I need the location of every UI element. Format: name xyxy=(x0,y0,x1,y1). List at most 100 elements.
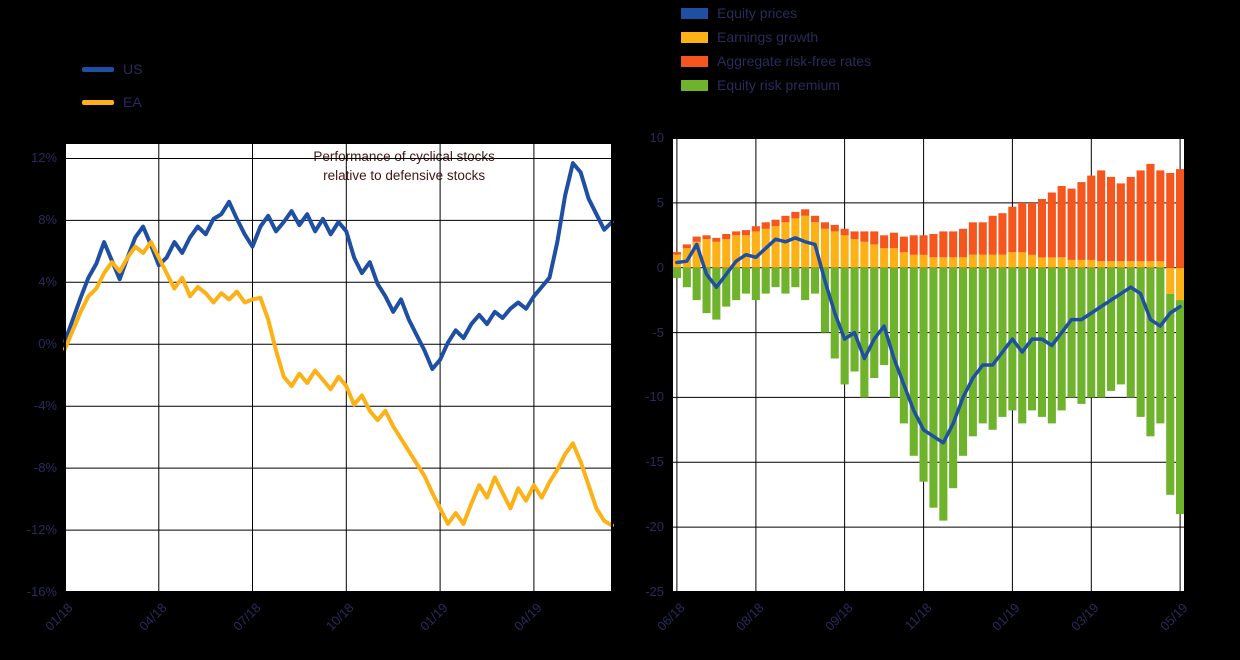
bar-segment xyxy=(1067,267,1076,398)
bar-segment xyxy=(811,267,820,294)
right-x-tick-label: 11/18 xyxy=(901,600,935,633)
bar-segment xyxy=(732,267,741,301)
bar-segment xyxy=(702,267,711,314)
bar-segment xyxy=(1077,182,1086,260)
series-line-us xyxy=(63,161,614,371)
bar-segment xyxy=(1126,267,1135,398)
legend-label-equity-prices: Equity prices xyxy=(717,5,798,21)
bar-segment xyxy=(870,231,879,245)
left-chart-canvas xyxy=(59,142,614,598)
left-y-tick-label: 0% xyxy=(38,336,57,352)
right-y-tick-label: 10 xyxy=(649,130,664,145)
bar-segment xyxy=(1037,267,1046,417)
bar-segment xyxy=(919,235,928,255)
bar-segment xyxy=(712,237,721,242)
bar-segment xyxy=(1166,267,1175,294)
bar-segment xyxy=(889,232,898,249)
bar-segment xyxy=(820,267,829,333)
bar-segment xyxy=(889,267,898,398)
left-x-tick-label: 01/19 xyxy=(417,600,451,634)
bar-segment xyxy=(949,267,958,489)
left-x-tick-label: 07/18 xyxy=(229,600,264,634)
left-y-tick-label: 8% xyxy=(38,212,57,228)
left-chart-title-line-2: relative to defensive stocks xyxy=(323,168,486,183)
bar-segment xyxy=(692,241,701,268)
bar-segment xyxy=(968,222,977,255)
left-x-tick-label: 04/19 xyxy=(510,600,545,634)
bar-segment xyxy=(949,231,958,258)
bar-segment xyxy=(801,267,810,301)
bar-segment xyxy=(1077,259,1086,268)
left-y-tick-label: -16% xyxy=(26,584,57,599)
bar-segment xyxy=(988,267,997,430)
bar-segment xyxy=(771,226,780,268)
bar-segment xyxy=(870,267,879,378)
bar-segment xyxy=(1037,257,1046,268)
left-y-tick-label: 4% xyxy=(38,274,57,290)
bar-segment xyxy=(978,222,987,255)
bar-segment xyxy=(732,235,741,268)
right-chart-canvas xyxy=(666,137,1186,598)
right-x-tick-label: 08/18 xyxy=(732,600,767,634)
bar-segment xyxy=(909,235,918,255)
bar-segment xyxy=(761,267,770,294)
bar-segment xyxy=(1057,267,1066,411)
left-y-tick-label: -12% xyxy=(26,522,57,538)
bar-segment xyxy=(1116,267,1125,385)
bar-segment xyxy=(939,257,948,268)
bar-segment xyxy=(1018,202,1027,253)
bar-segment xyxy=(1028,254,1037,268)
bar-segment xyxy=(722,239,731,268)
bar-segment xyxy=(1028,202,1037,255)
bar-segment xyxy=(880,248,889,268)
bar-segment xyxy=(1018,267,1027,424)
legend-item-ea: EA xyxy=(82,93,142,112)
bar-segment xyxy=(771,219,780,227)
legend-label-risk-free-rates: Aggregate risk-free rates xyxy=(717,53,872,69)
bar-segment xyxy=(1176,169,1185,268)
bar-segment xyxy=(1057,257,1066,268)
bar-segment xyxy=(751,226,760,232)
bar-segment xyxy=(1018,252,1027,268)
bar-segment xyxy=(1146,163,1155,262)
bar-segment xyxy=(909,267,918,456)
left-x-tick-label: 10/18 xyxy=(323,600,357,634)
bar-segment xyxy=(1116,183,1125,262)
bar-segment xyxy=(959,257,968,268)
bar-segment xyxy=(959,228,968,258)
bar-segment xyxy=(1047,192,1056,258)
bar-segment xyxy=(830,231,839,268)
legend-label-earnings-growth: Earnings growth xyxy=(717,29,819,45)
bar-segment xyxy=(1087,175,1096,260)
bar-segment xyxy=(751,267,760,301)
bar-segment xyxy=(1037,199,1046,258)
bar-segment xyxy=(860,267,869,398)
left-y-tick-label: -4% xyxy=(33,398,57,414)
bar-segment xyxy=(1008,206,1017,253)
right-x-tick-label: 09/18 xyxy=(821,600,856,634)
bar-segment xyxy=(751,231,760,268)
cyclical-vs-defensive-chart: Performance of cyclical stocks relative … xyxy=(27,142,614,634)
legend-label-ea: EA xyxy=(123,94,142,110)
right-y-tick-label: 0 xyxy=(656,259,664,275)
bar-segment xyxy=(850,231,859,240)
bar-segment xyxy=(741,235,750,268)
bar-segment xyxy=(949,257,958,268)
bar-segment xyxy=(1067,259,1076,268)
bar-segment xyxy=(682,267,691,288)
bar-segment xyxy=(1146,267,1155,437)
bar-segment xyxy=(968,254,977,268)
bar-segment xyxy=(899,252,908,268)
bar-segment xyxy=(1136,261,1145,268)
legend-item-equity-risk-premium: Equity risk premium xyxy=(681,76,871,95)
bar-segment xyxy=(998,254,1007,268)
legend-item-risk-free-rates: Aggregate risk-free rates xyxy=(681,52,871,71)
bar-segment xyxy=(1136,170,1145,262)
bar-segment xyxy=(722,234,731,240)
right-y-tick-label: -5 xyxy=(652,324,664,340)
bar-segment xyxy=(840,228,849,236)
bar-segment xyxy=(1107,267,1116,391)
bar-segment xyxy=(1107,176,1116,262)
right-x-tick-label: 05/19 xyxy=(1157,600,1191,634)
right-y-tick-label: -15 xyxy=(645,454,664,470)
